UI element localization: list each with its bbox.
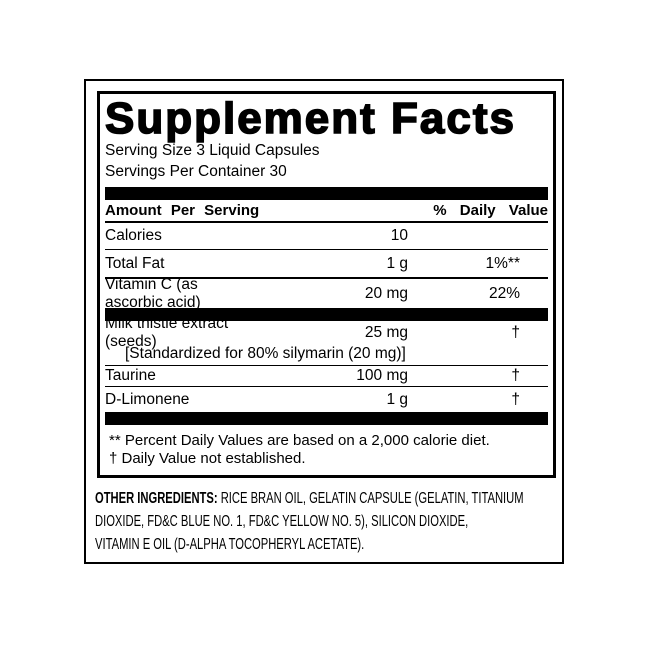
nutrient-dv: 22% (488, 284, 520, 302)
thick-divider-middle (105, 308, 548, 321)
other-ingredients-text: RICE BRAN OIL, GELATIN CAPSULE (GELATIN,… (220, 490, 524, 507)
other-ingredients-label: OTHER INGREDIENTS: (95, 490, 218, 507)
thick-divider-top (105, 187, 548, 200)
nutrient-amount: 20 mg (364, 284, 408, 302)
nutrient-row-calories: Calories 10 (105, 223, 548, 250)
nutrient-amount: 1 g (386, 390, 408, 408)
nutrient-row-vitamin-c: Vitamin C (as ascorbic acid) 20 mg 22% (105, 276, 548, 311)
nutrient-name: Vitamin C (as ascorbic acid) (105, 275, 201, 311)
other-ingredients-line-2: DIOXIDE, FD&C BLUE NO. 1, FD&C YELLOW NO… (95, 513, 469, 530)
nutrient-name: Taurine (105, 367, 156, 384)
nutrient-name: Calories (105, 227, 162, 244)
other-ingredients-line-3: VITAMIN E OIL (D-ALPHA TOCOPHERYL ACETAT… (95, 536, 365, 553)
footnote-dagger: † Daily Value not established. (109, 450, 306, 467)
nutrient-row-d-limonene: D-Limonene 1 g † (105, 387, 548, 412)
serving-size-text: Serving Size 3 Liquid Capsules (105, 142, 320, 159)
amount-per-serving-header: Amount Per Serving (105, 202, 260, 219)
panel-title: Supplement Facts (104, 94, 516, 143)
nutrient-dv: † (511, 390, 520, 408)
nutrient-amount: 100 mg (356, 367, 408, 384)
nutrient-row-taurine: Taurine 100 mg † (105, 366, 548, 387)
nutrient-name: D-Limonene (105, 390, 190, 408)
supplement-facts-panel: Supplement Facts Serving Size 3 Liquid C… (97, 91, 556, 478)
nutrient-amount: 1 g (386, 254, 408, 272)
thick-divider-bottom (105, 412, 548, 425)
nutrient-row-milk-thistle: Milk thistle extract (seeds) 25 mg † [St… (105, 315, 548, 366)
nutrient-dv: † (511, 324, 520, 341)
footnote-percent-dv: ** Percent Daily Values are based on a 2… (109, 432, 490, 449)
nutrient-name: Total Fat (105, 254, 165, 272)
nutrient-name: Milk thistle extract (seeds) (105, 315, 229, 350)
nutrient-dv: † (511, 367, 520, 384)
nutrient-dv: 1%** (485, 254, 520, 272)
servings-per-container-text: Servings Per Container 30 (105, 163, 287, 180)
outer-frame: Supplement Facts Serving Size 3 Liquid C… (84, 79, 564, 564)
nutrient-amount: 10 (390, 227, 408, 244)
other-ingredients-line-1: OTHER INGREDIENTS: RICE BRAN OIL, GELATI… (95, 487, 524, 510)
percent-daily-value-header: % Daily Value (433, 202, 548, 219)
nutrient-amount: 25 mg (364, 324, 408, 341)
nutrient-detail: [Standardized for 80% silymarin (20 mg)] (125, 345, 406, 362)
other-ingredients: OTHER INGREDIENTS: RICE BRAN OIL, GELATI… (95, 487, 650, 556)
footnotes: ** Percent Daily Values are based on a 2… (105, 432, 548, 468)
nutrient-row-total-fat: Total Fat 1 g 1%** (105, 250, 548, 279)
column-header-row: Amount Per Serving % Daily Value (105, 200, 548, 223)
